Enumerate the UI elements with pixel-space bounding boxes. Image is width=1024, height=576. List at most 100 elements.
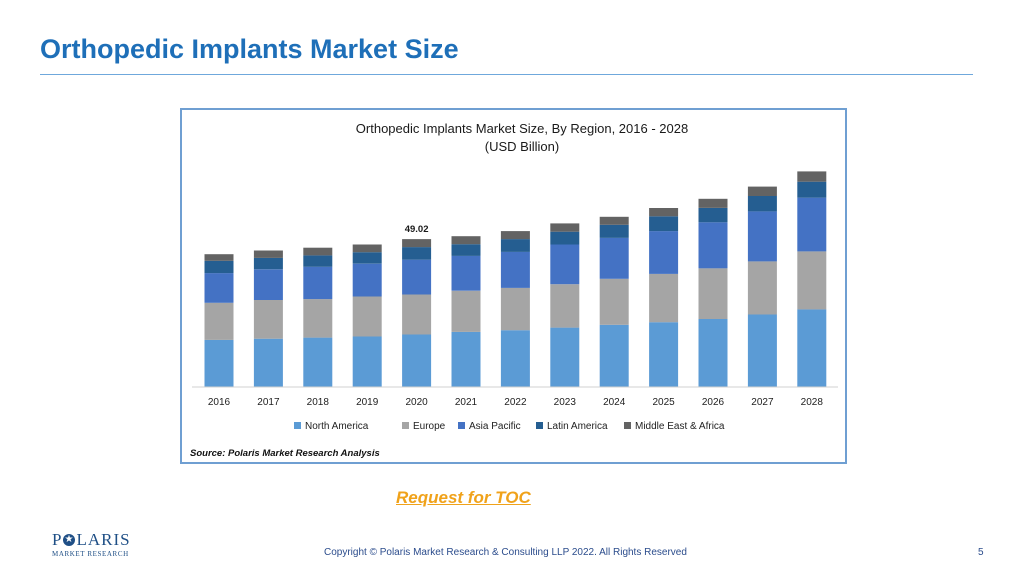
bar-segment-2019-1 bbox=[352, 296, 382, 337]
bar-segment-2026-3 bbox=[698, 208, 728, 223]
logo-text-pre: P bbox=[52, 530, 63, 549]
bar-segment-2023-0 bbox=[550, 327, 580, 387]
chart-title: Orthopedic Implants Market Size, By Regi… bbox=[356, 121, 688, 136]
bar-segment-2016-4 bbox=[204, 254, 234, 261]
bar-segment-2021-1 bbox=[451, 290, 481, 332]
bar-segment-2022-3 bbox=[500, 239, 530, 252]
legend: North America Europe Asia Pacific Latin Ame… bbox=[294, 421, 725, 432]
data-label-2020: 49.02 bbox=[405, 224, 429, 235]
legend-swatch-2 bbox=[458, 422, 465, 429]
bar-segment-2027-3 bbox=[747, 196, 777, 212]
legend-swatch-0 bbox=[294, 422, 301, 429]
legend-label-0: North America bbox=[305, 421, 369, 432]
x-tick-2018: 2018 bbox=[307, 397, 330, 408]
bar-segment-2024-2 bbox=[599, 238, 629, 279]
bar-segment-2028-1 bbox=[797, 251, 827, 310]
legend-label-3: Latin America bbox=[547, 421, 608, 432]
legend-swatch-1 bbox=[402, 422, 409, 429]
bar-segment-2019-2 bbox=[352, 263, 382, 297]
bar-segment-2016-1 bbox=[204, 302, 234, 340]
bar-segment-2021-3 bbox=[451, 244, 481, 256]
bar-segment-2027-4 bbox=[747, 186, 777, 196]
bar-segment-2027-0 bbox=[747, 314, 777, 387]
logo-text-post: LARIS bbox=[76, 530, 131, 549]
x-tick-2021: 2021 bbox=[455, 397, 478, 408]
bar-segment-2024-0 bbox=[599, 324, 629, 387]
bar-segment-2017-4 bbox=[253, 250, 283, 258]
bar-segment-2017-3 bbox=[253, 257, 283, 270]
bar-segment-2026-4 bbox=[698, 198, 728, 208]
legend-swatch-3 bbox=[536, 422, 543, 429]
bar-segment-2028-2 bbox=[797, 197, 827, 252]
bar-segment-2023-4 bbox=[550, 223, 580, 232]
bar-segment-2027-2 bbox=[747, 211, 777, 262]
request-toc-link[interactable]: Request for TOC bbox=[396, 488, 531, 507]
bar-segment-2028-4 bbox=[797, 171, 827, 182]
bar-segment-2019-0 bbox=[352, 336, 382, 387]
bar-segment-2016-0 bbox=[204, 339, 234, 387]
page-number: 5 bbox=[978, 547, 984, 558]
bar-segment-2020-4 bbox=[402, 239, 432, 248]
bar-segment-2022-1 bbox=[500, 287, 530, 331]
bar-segment-2023-1 bbox=[550, 284, 580, 328]
bar-segment-2020-1 bbox=[402, 294, 432, 335]
bar-segment-2024-1 bbox=[599, 278, 629, 325]
copyright-text: Copyright © Polaris Market Research & Co… bbox=[324, 547, 687, 558]
x-tick-2017: 2017 bbox=[257, 397, 280, 408]
bar-segment-2017-0 bbox=[253, 338, 283, 387]
bar-segment-2025-4 bbox=[649, 208, 679, 217]
logo-tagline: MARKET RESEARCH bbox=[52, 550, 129, 558]
title-divider bbox=[40, 74, 973, 75]
bar-segment-2018-3 bbox=[303, 255, 333, 267]
bar-segment-2024-4 bbox=[599, 216, 629, 225]
bar-segment-2018-2 bbox=[303, 266, 333, 300]
bar-segment-2016-3 bbox=[204, 260, 234, 274]
bar-segment-2017-2 bbox=[253, 269, 283, 300]
bar-segment-2028-0 bbox=[797, 309, 827, 387]
bar-segment-2026-0 bbox=[698, 319, 728, 387]
bar-segment-2025-0 bbox=[649, 322, 679, 387]
bar-segment-2025-1 bbox=[649, 273, 679, 323]
bar-segment-2018-0 bbox=[303, 337, 333, 387]
page-title: Orthopedic Implants Market Size bbox=[40, 34, 459, 64]
x-tick-2028: 2028 bbox=[801, 397, 824, 408]
bar-segment-2028-3 bbox=[797, 181, 827, 198]
bar-segment-2021-2 bbox=[451, 255, 481, 291]
bar-segment-2021-4 bbox=[451, 236, 481, 245]
bar-segment-2020-0 bbox=[402, 334, 432, 387]
chart-source: Source: Polaris Market Research Analysis bbox=[190, 448, 380, 459]
bar-segment-2018-4 bbox=[303, 247, 333, 256]
bar-segment-2020-2 bbox=[402, 259, 432, 295]
bar-segment-2022-2 bbox=[500, 251, 530, 288]
bar-segment-2019-4 bbox=[352, 244, 382, 253]
x-tick-2016: 2016 bbox=[208, 397, 231, 408]
bar-segment-2022-4 bbox=[500, 231, 530, 240]
bar-segment-2025-2 bbox=[649, 231, 679, 274]
bar-segment-2017-1 bbox=[253, 299, 283, 339]
annotations: 49.02 bbox=[405, 224, 429, 235]
legend-label-1: Europe bbox=[413, 421, 446, 432]
chart-frame: Orthopedic Implants Market Size, By Regi… bbox=[180, 108, 847, 464]
star-icon: ★ bbox=[63, 533, 76, 546]
x-tick-labels: 2016 2017 2018 2019 2020 2021 2022 2023 2024 2025… bbox=[208, 397, 823, 408]
x-tick-2024: 2024 bbox=[603, 397, 626, 408]
bar-segment-2021-0 bbox=[451, 331, 481, 387]
legend-label-4: Middle East & Africa bbox=[635, 421, 725, 432]
bar-segment-2026-1 bbox=[698, 268, 728, 319]
x-tick-2023: 2023 bbox=[554, 397, 577, 408]
bar-segment-2026-2 bbox=[698, 222, 728, 269]
bar-segment-2024-3 bbox=[599, 224, 629, 238]
bar-segment-2018-1 bbox=[303, 299, 333, 338]
bar-segment-2022-0 bbox=[500, 330, 530, 387]
x-tick-2026: 2026 bbox=[702, 397, 725, 408]
x-tick-2022: 2022 bbox=[504, 397, 527, 408]
bar-segment-2020-3 bbox=[402, 247, 432, 260]
x-tick-2020: 2020 bbox=[405, 397, 428, 408]
bar-segment-2016-2 bbox=[204, 273, 234, 303]
x-tick-2025: 2025 bbox=[652, 397, 675, 408]
bar-segment-2025-3 bbox=[649, 216, 679, 232]
bar-segment-2023-2 bbox=[550, 244, 580, 285]
bar-segment-2019-3 bbox=[352, 252, 382, 264]
bars-layer bbox=[204, 171, 827, 387]
polaris-logo: P ★ LARIS MARKET RESEARCH bbox=[52, 531, 132, 563]
